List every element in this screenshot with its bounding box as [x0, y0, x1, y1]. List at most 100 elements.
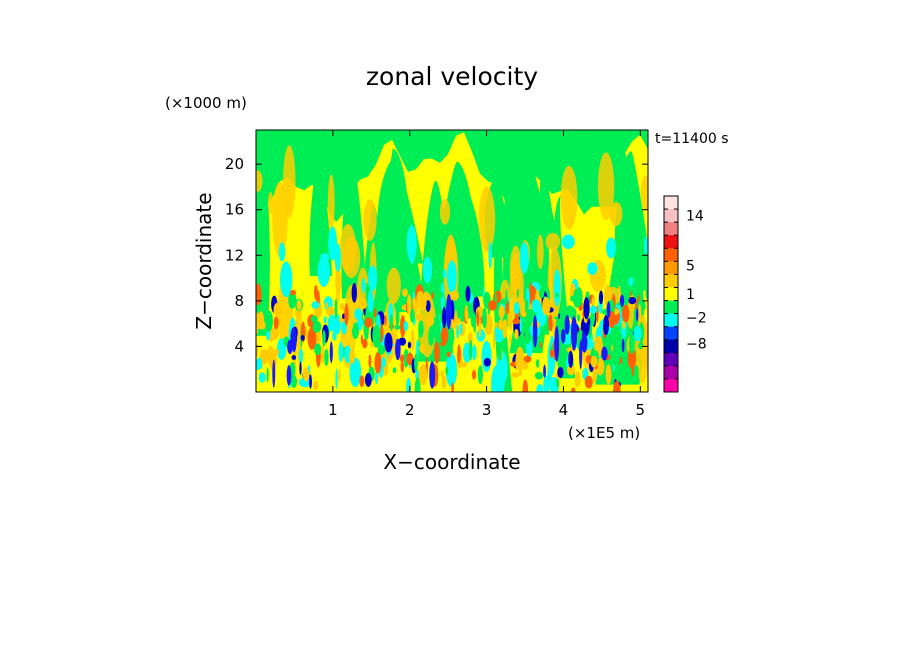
cyan-patch — [349, 357, 362, 388]
turbulence-cell — [290, 289, 297, 296]
time-label: t=11400 s — [655, 131, 729, 147]
colorbar-band — [664, 222, 678, 236]
colorbar-band — [664, 248, 678, 262]
turbulence-cell — [601, 308, 608, 315]
turbulence-cell — [633, 364, 639, 383]
turbulence-cell — [270, 330, 273, 343]
turbulence-cell — [445, 366, 449, 375]
green-plume — [503, 148, 548, 243]
turbulence-cell — [273, 302, 282, 318]
turbulence-cell — [645, 284, 648, 301]
turbulence-cell — [338, 341, 344, 363]
orange-streak — [327, 174, 335, 231]
turbulence-cell — [377, 345, 386, 355]
cyan-patch — [328, 226, 338, 261]
turbulence-cell — [477, 365, 483, 385]
orange-streak — [536, 234, 544, 270]
orange-streak — [640, 175, 648, 211]
turbulence-cell — [261, 321, 266, 330]
cyan-patch — [628, 277, 634, 287]
turbulence-cell — [513, 301, 520, 315]
colorbar-band — [664, 339, 678, 354]
turbulence-cell — [534, 371, 544, 380]
turbulence-cell — [265, 310, 273, 332]
colorbar-label: −8 — [686, 337, 707, 353]
upper-green-band — [256, 130, 648, 223]
turbulence-cell — [525, 330, 531, 345]
turbulence-cell — [531, 299, 541, 313]
turbulence-cell — [305, 324, 308, 340]
turbulence-cell — [407, 341, 412, 349]
orange-streak — [363, 199, 377, 241]
turbulence-cell — [473, 312, 477, 333]
turbulence-cell — [311, 301, 320, 309]
blue-jet — [601, 346, 608, 361]
turbulence-cell — [471, 369, 477, 380]
y-tick-label: 8 — [234, 292, 244, 310]
turbulence-cell — [598, 290, 604, 305]
blue-jet — [446, 293, 452, 330]
turbulence-cell — [270, 326, 280, 340]
turbulence-cell — [394, 324, 401, 330]
colorbar-band — [664, 235, 678, 249]
turbulence-cell — [612, 380, 621, 392]
turbulence-cell — [482, 307, 487, 329]
turbulence-cell — [414, 377, 421, 392]
turbulence-cell — [570, 387, 576, 392]
orange-streak — [272, 181, 288, 257]
turbulence-cell — [555, 292, 559, 299]
turbulence-cell — [623, 372, 627, 385]
turbulence-cell — [279, 347, 285, 358]
turbulence-cell — [476, 310, 480, 327]
turbulence-cell — [372, 324, 381, 348]
turbulence-cell — [321, 345, 325, 364]
turbulence-cell — [460, 322, 463, 336]
turbulence-cell — [575, 287, 583, 307]
turbulence-cell — [550, 345, 554, 351]
turbulence-cell — [324, 302, 328, 308]
turbulence-cell — [273, 316, 279, 330]
turbulence-cell — [621, 304, 630, 323]
turbulence-cell — [364, 372, 372, 387]
turbulence-cell — [548, 314, 553, 332]
turbulence-cell — [316, 330, 321, 344]
turbulence-cell — [351, 282, 357, 303]
orange-streak — [386, 267, 401, 304]
turbulence-cell — [368, 354, 372, 368]
x-tick-label: 3 — [482, 401, 492, 419]
colorbar-band — [664, 287, 678, 302]
turbulence-cell — [498, 344, 502, 362]
colorbar: 14 5 1 −2 −8 — [663, 195, 707, 393]
turbulence-cell — [590, 355, 598, 368]
green-plume — [309, 159, 333, 276]
y-tick-label: 12 — [225, 246, 244, 264]
cyan-patch — [587, 262, 598, 276]
turbulence-cell — [629, 331, 635, 354]
turbulence-cell — [403, 320, 408, 332]
x-tick-label: 2 — [405, 401, 415, 419]
turbulence-cell — [325, 306, 335, 317]
cyan-patch — [332, 331, 337, 341]
turbulence-cell — [312, 320, 322, 333]
blue-jet — [621, 338, 625, 353]
cyan-patch — [476, 328, 486, 342]
blue-jet — [286, 365, 292, 386]
orange-streak — [597, 152, 615, 221]
cyan-patch — [278, 242, 286, 262]
turbulence-cell — [587, 318, 591, 326]
cyan-patch — [409, 253, 415, 264]
colorbar-band — [664, 313, 678, 328]
turbulence-cell — [522, 379, 529, 392]
orange-streak — [560, 165, 578, 230]
cyan-patch — [375, 372, 379, 385]
turbulence-cell — [324, 348, 329, 367]
blue-jet — [429, 361, 436, 389]
cyan-patch — [334, 243, 341, 272]
turbulence-cell — [521, 361, 529, 370]
turbulence-cell — [364, 317, 373, 328]
turbulence-cell — [583, 297, 590, 320]
turbulence-cell — [457, 344, 461, 364]
turbulence-cell — [359, 375, 365, 388]
turbulence-cell — [399, 354, 405, 363]
blue-jet — [272, 359, 276, 388]
